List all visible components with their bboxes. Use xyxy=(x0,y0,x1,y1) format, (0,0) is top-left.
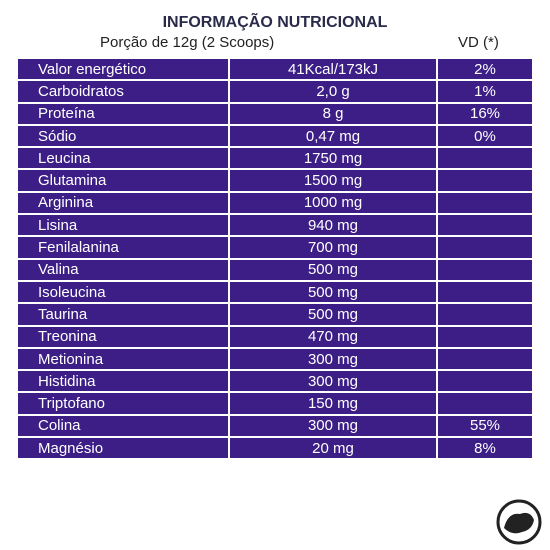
cell-amount: 500 mg xyxy=(228,279,438,305)
cell-name: Proteína xyxy=(16,101,230,126)
cell-vd xyxy=(436,235,534,260)
nutrition-table: Valor energético 41Kcal/173kJ 2% Carboidrat… xyxy=(16,56,534,461)
cell-amount: 700 mg xyxy=(228,235,438,260)
cell-name: Histidina xyxy=(16,369,230,394)
cell-name: Isoleucina xyxy=(16,279,230,305)
cell-amount: 20 mg xyxy=(228,436,438,461)
row: Colina 300 mg 55% xyxy=(16,413,534,439)
cell-name: Metionina xyxy=(16,346,230,372)
cell-vd xyxy=(436,324,534,349)
cell-vd xyxy=(436,190,534,216)
cell-name: Carboidratos xyxy=(16,79,230,104)
row: Magnésio 20 mg 8% xyxy=(16,436,534,461)
portion: Porção de 12g (2 Scoops) xyxy=(100,34,275,51)
cell-name: Sódio xyxy=(16,123,230,149)
cell-amount: 0,47 mg xyxy=(228,123,438,149)
cell-vd: 1% xyxy=(436,79,534,104)
row: Isoleucina 500 mg xyxy=(16,279,534,305)
cell-amount: 300 mg xyxy=(228,413,438,439)
logo xyxy=(496,499,542,545)
cell-name: Glutamina xyxy=(16,168,230,193)
row: Arginina 1000 mg xyxy=(16,190,534,216)
cell-name: Triptofano xyxy=(16,391,230,416)
cell-name: Lisina xyxy=(16,213,230,238)
cell-vd xyxy=(436,302,534,327)
row: Taurina 500 mg xyxy=(16,302,534,327)
cell-vd xyxy=(436,346,534,372)
row: Triptofano 150 mg xyxy=(16,391,534,416)
row: Histidina 300 mg xyxy=(16,369,534,394)
cell-name: Arginina xyxy=(16,190,230,216)
cell-name: Magnésio xyxy=(16,436,230,461)
row: Carboidratos 2,0 g 1% xyxy=(16,79,534,104)
cell-vd: 16% xyxy=(436,101,534,126)
cell-name: Valor energético xyxy=(16,56,230,82)
cell-name: Colina xyxy=(16,413,230,439)
row: Sódio 0,47 mg 0% xyxy=(16,123,534,149)
cell-amount: 1750 mg xyxy=(228,146,438,171)
cell-amount: 940 mg xyxy=(228,213,438,238)
cell-name: Leucina xyxy=(16,146,230,171)
cell-amount: 500 mg xyxy=(228,257,438,282)
row: Proteína 8 g 16% xyxy=(16,101,534,126)
cell-vd xyxy=(436,257,534,282)
row: Leucina 1750 mg xyxy=(16,146,534,171)
row: Valina 500 mg xyxy=(16,257,534,282)
cell-vd: 2% xyxy=(436,56,534,82)
row: Metionina 300 mg xyxy=(16,346,534,372)
cell-amount: 300 mg xyxy=(228,346,438,372)
cell-amount: 2,0 g xyxy=(228,79,438,104)
row: Valor energético 41Kcal/173kJ 2% xyxy=(16,56,534,82)
cell-name: Taurina xyxy=(16,302,230,327)
cell-vd xyxy=(436,168,534,193)
cell-vd: 55% xyxy=(436,413,534,439)
cell-name: Treonina xyxy=(16,324,230,349)
cell-amount: 1500 mg xyxy=(228,168,438,193)
cell-amount: 1000 mg xyxy=(228,190,438,216)
cell-amount: 150 mg xyxy=(228,391,438,416)
row: Treonina 470 mg xyxy=(16,324,534,349)
cell-vd xyxy=(436,369,534,394)
cell-amount: 500 mg xyxy=(228,302,438,327)
cell-amount: 41Kcal/173kJ xyxy=(228,56,438,82)
title: INFORMAÇÃO NUTRICIONAL xyxy=(162,14,388,31)
vd-label: VD (*) xyxy=(458,34,499,51)
cell-vd: 8% xyxy=(436,436,534,461)
cell-name: Valina xyxy=(16,257,230,282)
cell-vd xyxy=(436,391,534,416)
cell-amount: 300 mg xyxy=(228,369,438,394)
cell-vd xyxy=(436,279,534,305)
cell-amount: 470 mg xyxy=(228,324,438,349)
row: Fenilalanina 700 mg xyxy=(16,235,534,260)
row: Lisina 940 mg xyxy=(16,213,534,238)
cell-name: Fenilalanina xyxy=(16,235,230,260)
cell-vd xyxy=(436,213,534,238)
cell-vd xyxy=(436,146,534,171)
row: Glutamina 1500 mg xyxy=(16,168,534,193)
cell-vd: 0% xyxy=(436,123,534,149)
cell-amount: 8 g xyxy=(228,101,438,126)
